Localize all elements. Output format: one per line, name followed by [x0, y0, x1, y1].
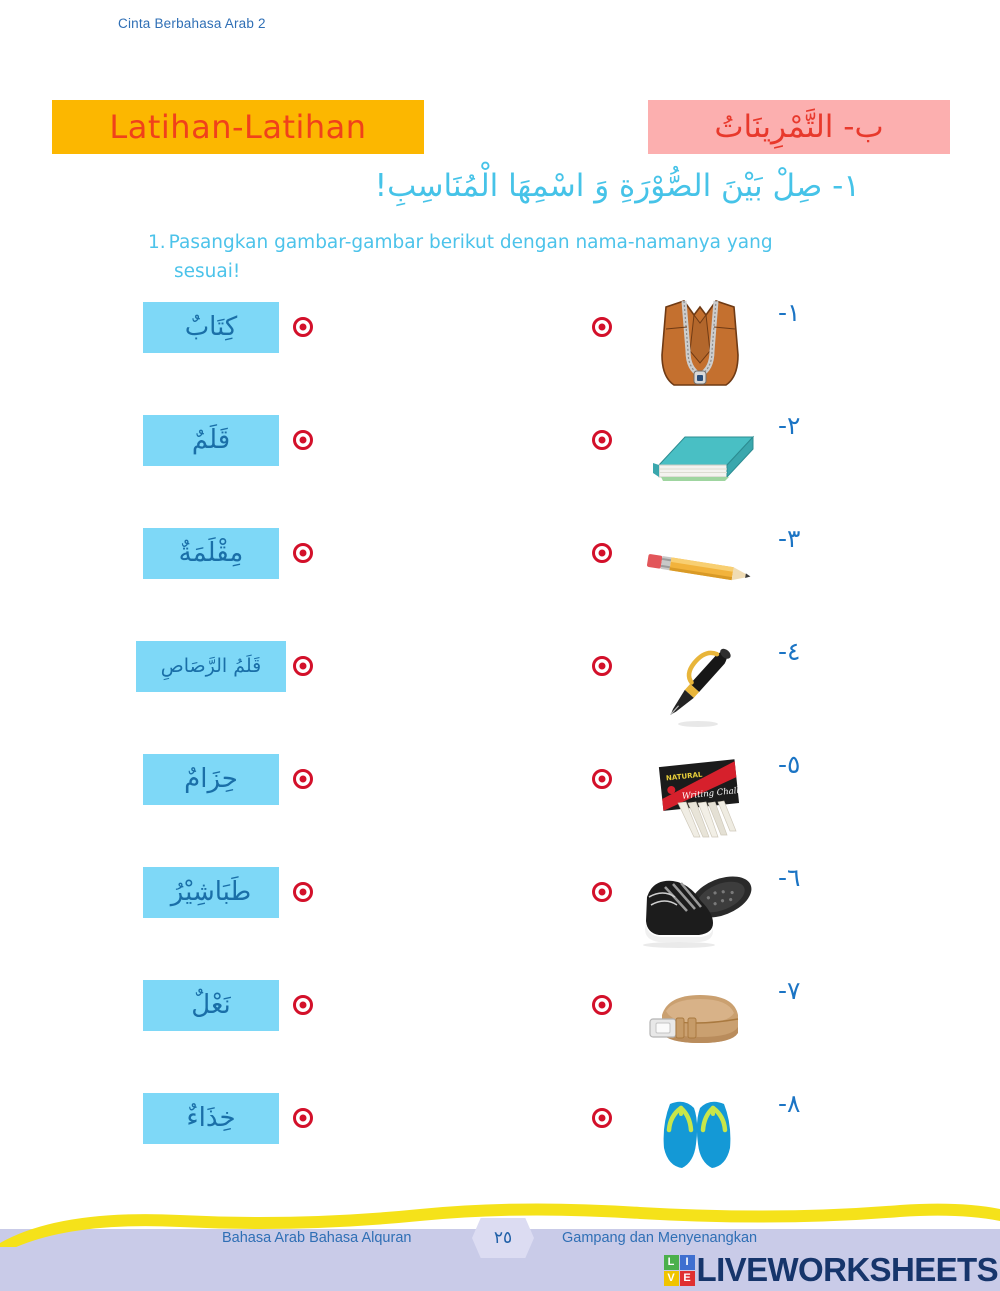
pencil-case-pouch-icon: [661, 300, 739, 386]
item-number-5: ٥-: [778, 750, 801, 779]
chalk-box-icon: NATURAL Writing Chalks: [658, 759, 747, 838]
connector-dot-right-3[interactable]: [592, 543, 612, 563]
yellow-pencil-icon: [647, 554, 751, 581]
word-text: قَلَمٌ: [191, 425, 231, 456]
word-text: حِزَامٌ: [184, 764, 238, 795]
match-row: نَعْلٌ ٧-: [0, 966, 1000, 1079]
teal-book-icon: [653, 435, 755, 481]
picture-black-fountain-pen: [630, 627, 770, 737]
match-row: قَلَمُ الرَّصَاصِ ٤-: [0, 627, 1000, 740]
black-fountain-pen-icon: [670, 648, 731, 727]
item-number-8: ٨-: [778, 1089, 801, 1118]
item-number-4: ٤-: [778, 637, 801, 666]
matching-exercise: كِتَابٌ ١- قَلَمٌ: [0, 288, 1000, 1192]
logo-tile-v: V: [663, 1270, 679, 1286]
connector-dot-right-4[interactable]: [592, 656, 612, 676]
picture-pencil-case-pouch: [630, 288, 770, 398]
word-box-8[interactable]: خِذَاءٌ: [143, 1093, 279, 1144]
arabic-instruction-text: ١- صِلْ بَيْنَ الصُّوْرَةِ وَ اسْمِهَا ا…: [374, 168, 860, 204]
connector-dot-left-1[interactable]: [293, 317, 313, 337]
picture-teal-book: [630, 401, 770, 511]
latihan-title-box: Latihan-Latihan: [52, 100, 424, 154]
instruction-line-1: Pasangkan gambar-gambar berikut dengan n…: [168, 232, 773, 253]
instruction-line-2: sesuai!: [174, 260, 241, 282]
word-text: كِتَابٌ: [184, 312, 238, 343]
connector-dot-right-1[interactable]: [592, 317, 612, 337]
item-number-2: ٢-: [778, 411, 801, 440]
footer-left-text: Bahasa Arab Bahasa Alquran: [222, 1230, 412, 1246]
logo-tile-e: E: [679, 1270, 695, 1286]
picture-yellow-pencil: [630, 514, 770, 624]
brown-leather-belt-icon: [649, 995, 739, 1043]
latihan-title-text: Latihan-Latihan: [109, 108, 367, 146]
connector-dot-right-7[interactable]: [592, 995, 612, 1015]
word-text: خِذَاءٌ: [186, 1103, 236, 1134]
connector-dot-left-2[interactable]: [293, 430, 313, 450]
liveworksheets-wordmark: LIVEWORKSHEETS: [696, 1251, 999, 1288]
connector-dot-right-6[interactable]: [592, 882, 612, 902]
blue-flip-flops-icon: [663, 1101, 731, 1168]
connector-dot-left-5[interactable]: [293, 769, 313, 789]
page-number-badge: ٢٥: [472, 1218, 534, 1258]
connector-dot-right-8[interactable]: [592, 1108, 612, 1128]
liveworksheets-logo[interactable]: L I V E LIVEWORKSHEETS: [663, 1251, 999, 1288]
running-header-title: Cinta Berbahasa Arab 2: [118, 16, 266, 31]
connector-dot-left-3[interactable]: [293, 543, 313, 563]
arabic-title-text: ب- التَّمْرِينَاتُ: [714, 108, 884, 145]
item-number-1: ١-: [778, 298, 801, 327]
match-row: حِزَامٌ NATURAL Writing Chalks: [0, 740, 1000, 853]
match-row: كِتَابٌ ١-: [0, 288, 1000, 401]
match-row: خِذَاءٌ: [0, 1079, 1000, 1192]
black-sneakers-icon: [643, 876, 752, 948]
word-box-4[interactable]: قَلَمُ الرَّصَاصِ: [136, 641, 286, 692]
liveworksheets-logo-tiles: L I V E: [663, 1254, 695, 1286]
connector-dot-left-8[interactable]: [293, 1108, 313, 1128]
match-row: قَلَمٌ ٢-: [0, 401, 1000, 514]
connector-dot-right-5[interactable]: [592, 769, 612, 789]
page-footer: Bahasa Arab Bahasa Alquran ٢٥ Gampang da…: [0, 1199, 1000, 1291]
arabic-title-box: ب- التَّمْرِينَاتُ: [648, 100, 950, 154]
word-box-3[interactable]: مِقْلَمَةٌ: [143, 528, 279, 579]
word-text: طَبَاشِيْرُ: [170, 877, 252, 908]
word-box-1[interactable]: كِتَابٌ: [143, 302, 279, 353]
word-box-5[interactable]: حِزَامٌ: [143, 754, 279, 805]
footer-wave-decoration: [0, 1203, 1000, 1247]
picture-blue-flip-flops: [630, 1079, 770, 1189]
footer-right-text: Gampang dan Menyenangkan: [562, 1230, 758, 1246]
word-box-7[interactable]: نَعْلٌ: [143, 980, 279, 1031]
logo-tile-i: I: [679, 1254, 695, 1270]
page-number: ٢٥: [493, 1228, 513, 1248]
match-row: مِقْلَمَةٌ: [0, 514, 1000, 627]
word-text: نَعْلٌ: [191, 990, 231, 1021]
picture-black-sneakers: [630, 853, 770, 963]
indonesian-instruction: 1. Pasangkan gambar-gambar berikut dengan…: [148, 229, 838, 286]
connector-dot-right-2[interactable]: [592, 430, 612, 450]
connector-dot-left-4[interactable]: [293, 656, 313, 676]
match-row: طَبَاشِيْرُ: [0, 853, 1000, 966]
item-number-7: ٧-: [778, 976, 801, 1005]
item-number-6: ٦-: [778, 863, 801, 892]
item-number-3: ٣-: [778, 524, 801, 553]
instruction-number: 1.: [148, 232, 166, 253]
logo-tile-l: L: [663, 1254, 679, 1270]
word-box-6[interactable]: طَبَاشِيْرُ: [143, 867, 279, 918]
connector-dot-left-6[interactable]: [293, 882, 313, 902]
title-row: Latihan-Latihan ب- التَّمْرِينَاتُ: [0, 100, 1000, 154]
connector-dot-left-7[interactable]: [293, 995, 313, 1015]
svg-text:NATURAL: NATURAL: [666, 771, 704, 783]
picture-brown-leather-belt: [630, 966, 770, 1076]
word-text: مِقْلَمَةٌ: [178, 538, 244, 569]
picture-chalk-box: NATURAL Writing Chalks: [630, 740, 770, 850]
word-text: قَلَمُ الرَّصَاصِ: [160, 655, 262, 678]
word-box-2[interactable]: قَلَمٌ: [143, 415, 279, 466]
